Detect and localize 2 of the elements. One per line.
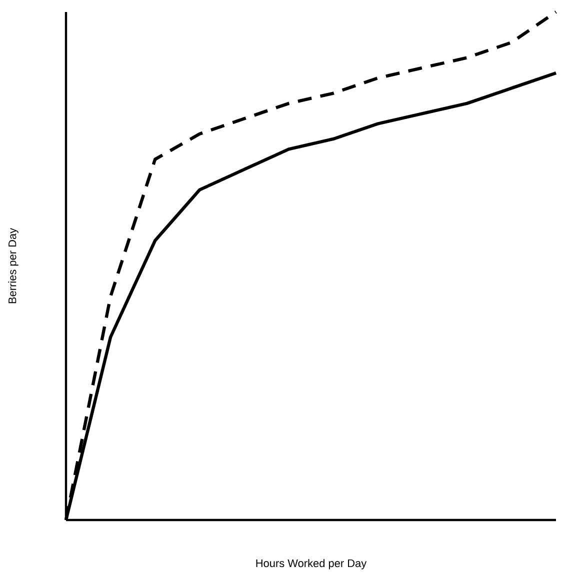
x-axis-title: Hours Worked per Day (256, 559, 367, 570)
y-axis-title: Berries per Day (8, 228, 18, 304)
